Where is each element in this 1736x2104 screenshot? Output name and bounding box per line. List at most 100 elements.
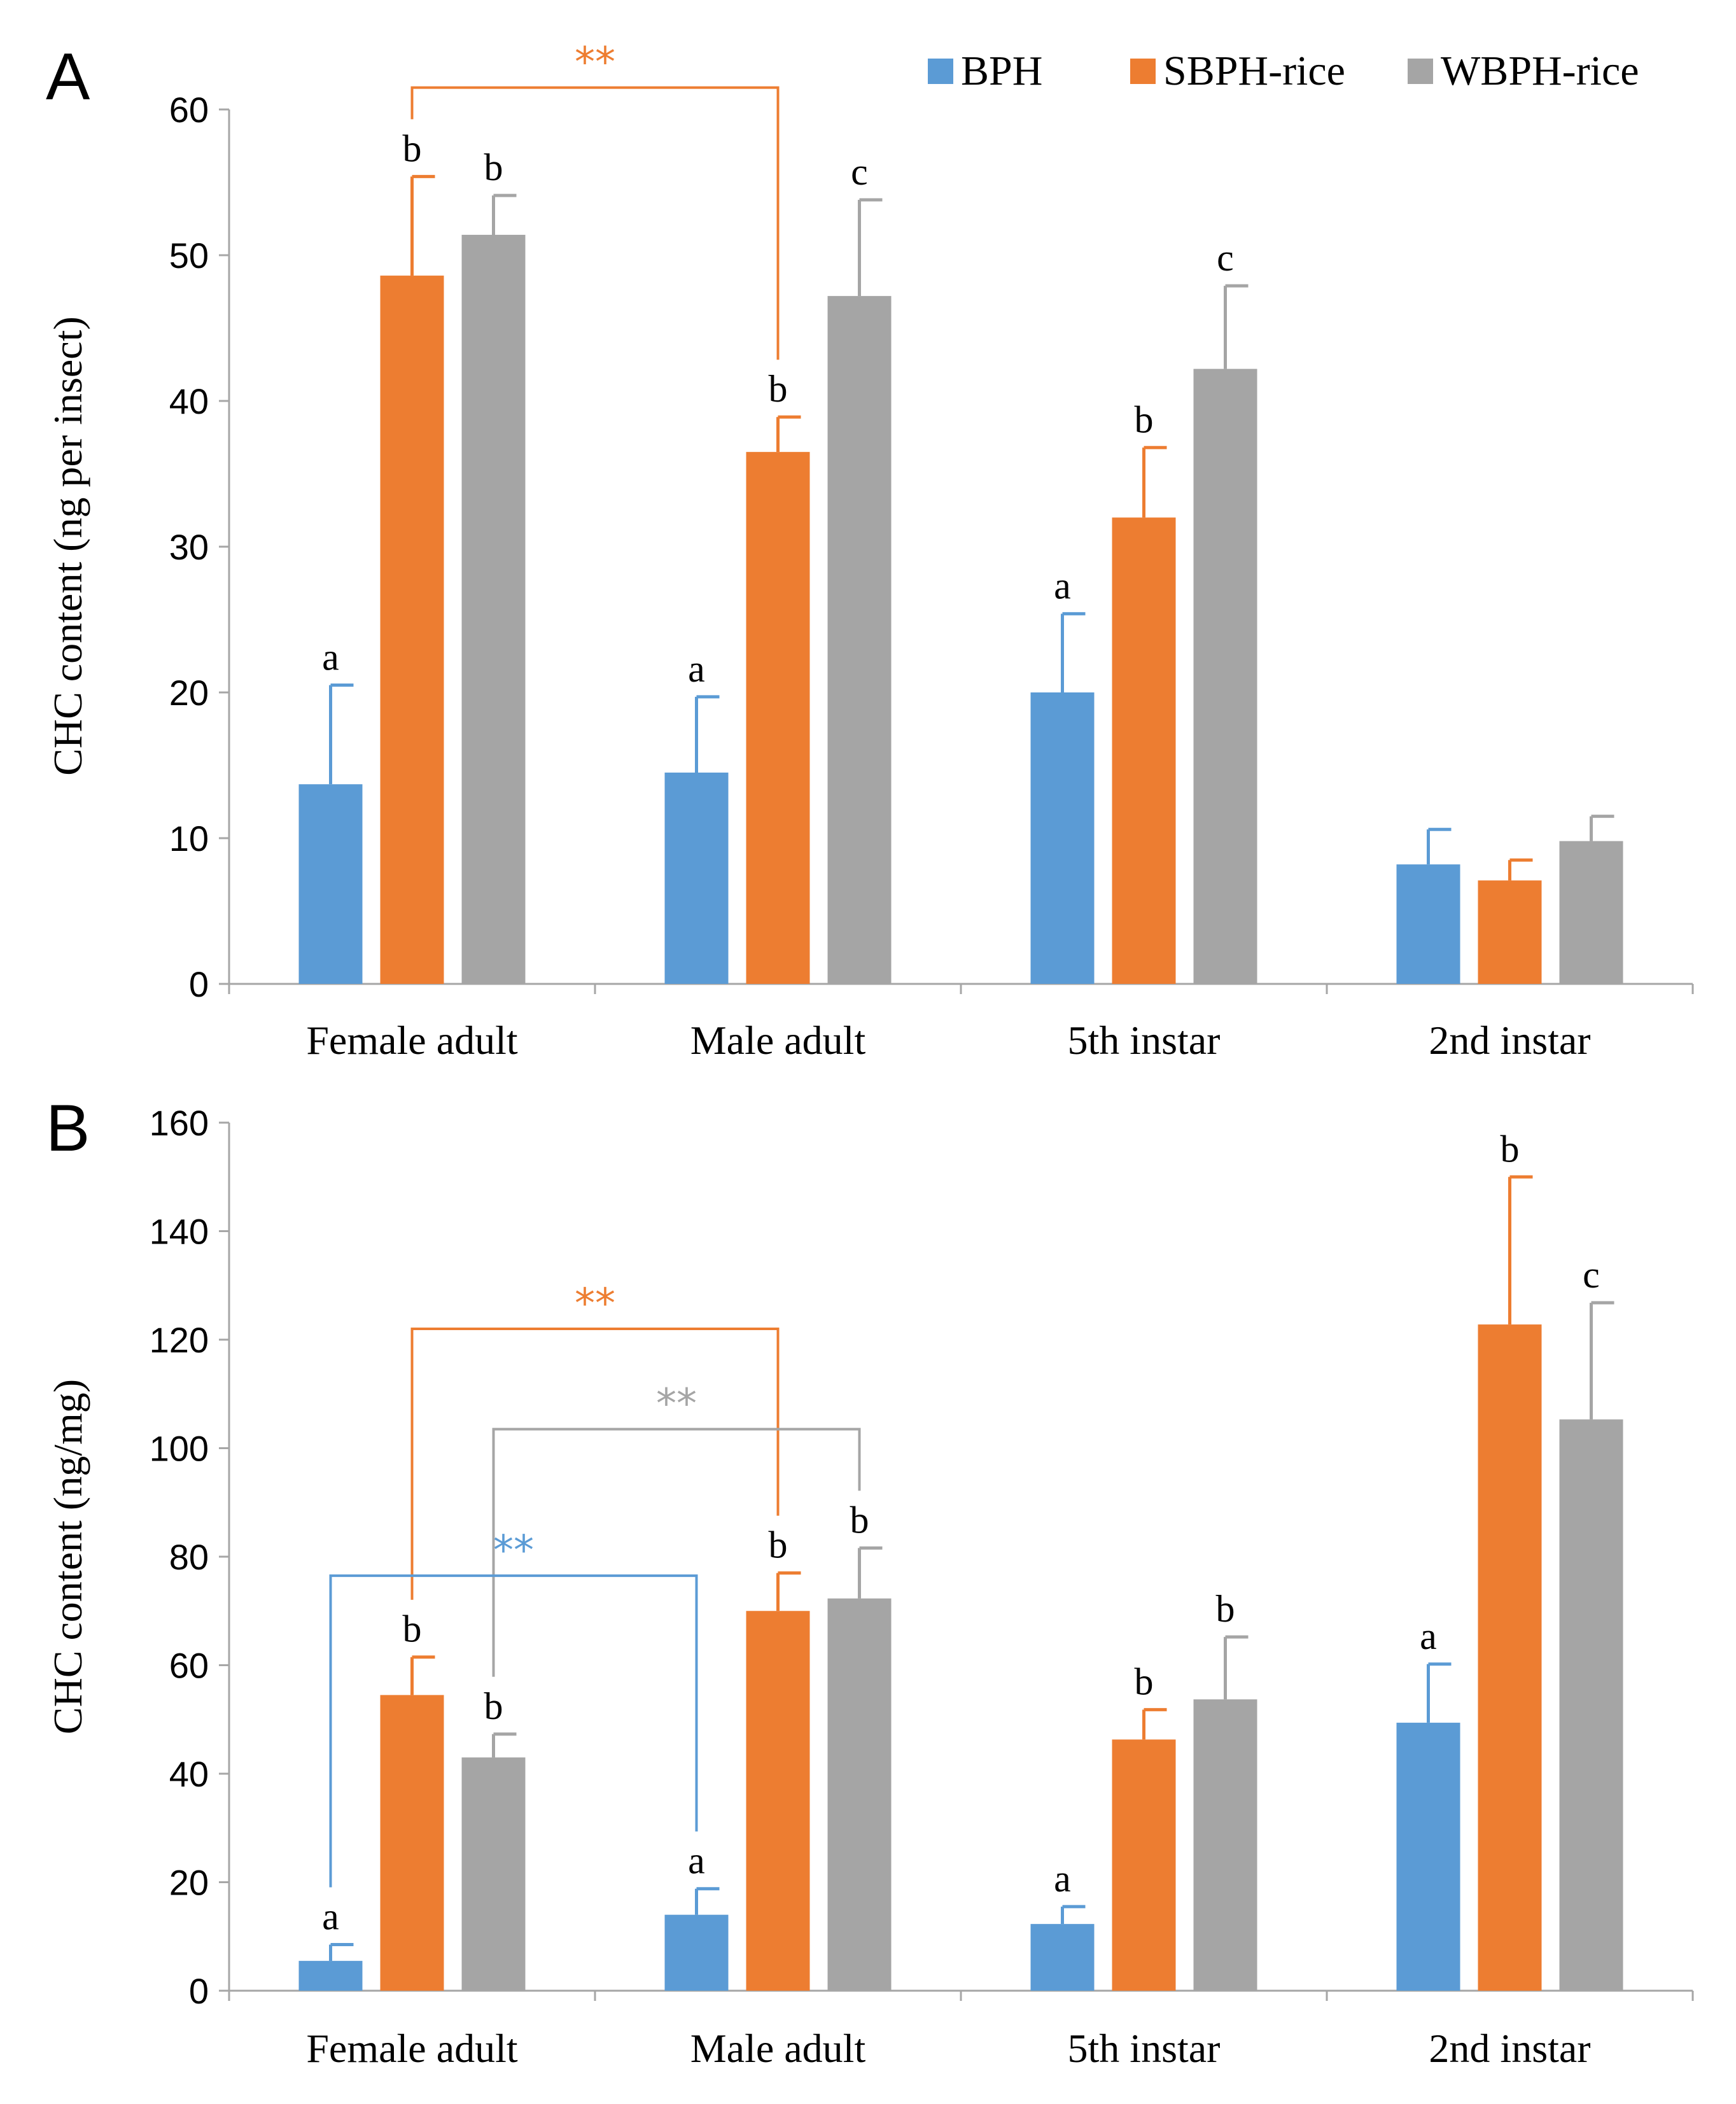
pb-bar-sbph-rice [1478,1324,1542,1991]
pa-error-bar [410,174,435,276]
pb-category-label: 5th instar [1068,2026,1221,2071]
pb-significance-stars: ** [575,1280,615,1328]
pb-significance-stars: ** [493,1527,534,1574]
pb-bar-bph [298,1961,363,1991]
pa-bar-bph [298,784,363,984]
legend-label-wbph-rice: WBPH-rice [1441,48,1639,94]
pb-y-tick-label: 100 [150,1429,209,1469]
pb-error-bar [858,1546,883,1599]
legend: BPH SBPH-rice WBPH-rice [928,48,1639,94]
pa-category-label: 2nd instar [1429,1018,1590,1063]
pa-error-bar [492,193,517,235]
pa-bar-bph [1396,864,1460,984]
pb-significance-letter: b [850,1499,869,1541]
legend-label-bph: BPH [961,48,1042,94]
pa-significance-letter: b [769,368,788,410]
pa-significance-bracket: ** [410,39,780,360]
pa-y-tick-label: 60 [169,90,209,130]
pb-bracket-line [492,1427,861,1677]
pa-y-tick-label: 10 [169,818,209,859]
pa-significance-letter: b [484,146,503,188]
pb-y-tick-label: 20 [169,1863,209,1903]
pa-error-bar [1224,284,1249,369]
pa-significance-letter: b [403,127,422,169]
pb-error-bar [776,1571,801,1611]
pb-significance-letter: a [1420,1615,1437,1657]
pb-significance-letter: a [322,1896,339,1938]
pa-error-bar [329,684,354,785]
pb-category-label: 2nd instar [1429,2026,1590,2071]
pa-y-tick-label: 0 [189,964,209,1004]
pb-significance-letter: b [403,1608,422,1650]
pa-error-bar [1590,815,1614,841]
pb-bar-sbph-rice [1112,1739,1176,1991]
pb-significance-letter: c [1583,1254,1600,1296]
pb-bracket-line [329,1574,698,1888]
pa-y-tick-label: 40 [169,381,209,421]
pb-significance-letter: b [484,1685,503,1727]
pa-error-bar [1061,612,1086,692]
pa-significance-letter: a [322,636,339,678]
pb-significance-letter: a [1054,1858,1071,1900]
pb-significance-letter: b [1501,1128,1520,1170]
panel-letter-b: B [46,1091,90,1165]
legend-swatch-bph [928,59,953,84]
pb-bar-wbph-rice [1559,1419,1623,1991]
pb-y-tick-label: 60 [169,1646,209,1686]
pa-y-tick-label: 50 [169,235,209,276]
pa-bar-sbph-rice [746,452,810,984]
panel-a: A CHC content (ng per insect) 0 10 20 30 40 5… [45,39,1694,1063]
panel-b: B CHC content (ng/mg) 0 20 40 60 80 100 120 140… [45,1091,1694,2071]
pa-bar-bph [1030,692,1095,984]
pa-bracket-line [410,86,780,360]
pb-error-bar [695,1887,720,1915]
pb-bar-bph [1030,1924,1095,1991]
pb-bar-wbph-rice [461,1757,526,1991]
pb-error-bar [1224,1635,1249,1700]
pb-significance-bracket: ** [410,1280,780,1600]
pa-bar-wbph-rice [827,296,892,984]
pa-y-tick-label: 30 [169,527,209,567]
pa-error-bar [1427,827,1452,865]
pb-bar-wbph-rice [1193,1699,1257,1991]
pb-significance-stars: ** [656,1381,697,1428]
pa-error-bar [1508,858,1533,881]
pb-y-tick-label: 160 [150,1103,209,1143]
legend-swatch-wbph-rice [1408,59,1433,84]
pa-error-bar [1142,445,1167,518]
y-axis-label-b: CHC content (ng/mg) [45,1379,90,1734]
panel-letter-a: A [46,40,90,114]
plot-area-b: 0 20 40 60 80 100 120 140 160 Female adult Male ad… [150,1103,1694,2071]
pb-error-bar [492,1732,517,1758]
pb-significance-letter: a [688,1840,705,1882]
pa-error-bar [858,198,883,297]
pb-error-bar [1142,1708,1167,1740]
pb-category-label: Male adult [690,2026,866,2071]
pa-bar-wbph-rice [1559,841,1623,984]
pb-significance-bracket: ** [492,1381,861,1677]
legend-label-sbph-rice: SBPH-rice [1163,48,1345,94]
pa-significance-letter: c [1217,237,1234,279]
pb-y-tick-label: 40 [169,1754,209,1794]
pa-y-tick-label: 20 [169,673,209,713]
pa-significance-letter: c [851,151,868,193]
pb-bracket-line [410,1327,780,1600]
pb-bar-wbph-rice [827,1598,892,1991]
pb-error-bar [1427,1662,1452,1723]
pb-category-label: Female adult [306,2026,518,2071]
pb-error-bar [1061,1905,1086,1925]
pa-significance-letter: b [1135,398,1154,440]
pb-significance-letter: b [1135,1660,1154,1702]
pa-significance-letter: a [1054,565,1071,607]
pb-error-bar [1590,1301,1614,1420]
pa-bar-wbph-rice [461,234,526,985]
pb-significance-letter: b [1216,1588,1235,1630]
pb-y-tick-label: 80 [169,1537,209,1577]
pa-bar-wbph-rice [1193,368,1257,984]
legend-swatch-sbph-rice [1130,59,1156,84]
pb-significance-bracket: ** [329,1527,698,1888]
pa-significance-letter: a [688,648,705,690]
pb-y-tick-label: 0 [189,1971,209,2011]
pb-bar-bph [664,1914,729,1991]
pb-y-tick-label: 140 [150,1212,209,1252]
